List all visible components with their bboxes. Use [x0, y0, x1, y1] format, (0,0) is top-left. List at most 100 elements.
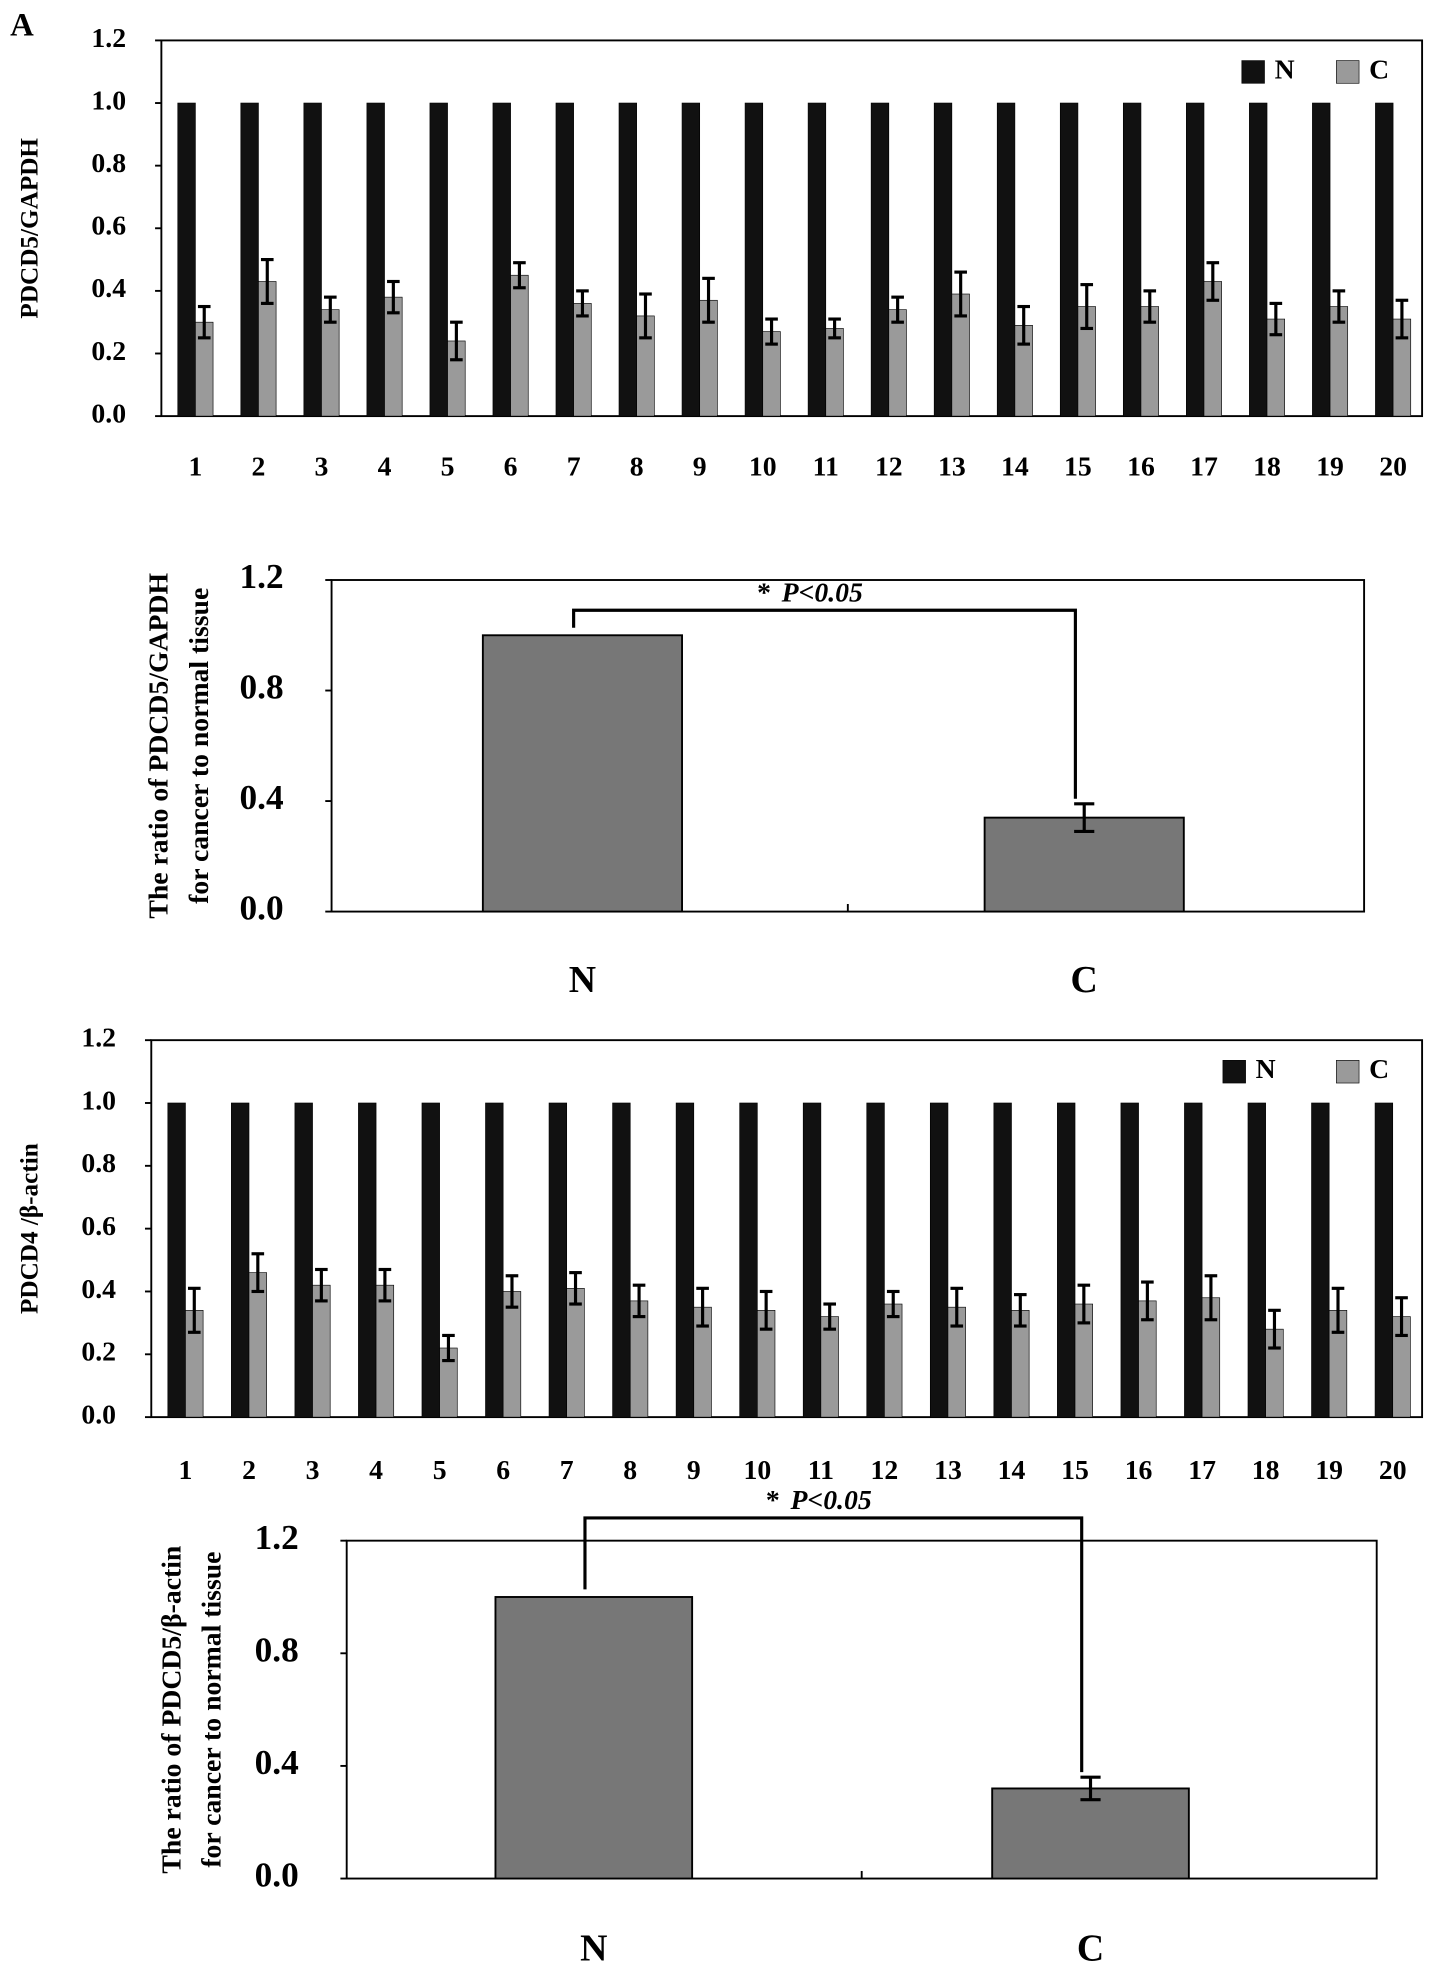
- x-tick-label: N: [580, 1927, 607, 1969]
- x-tick-label: 6: [496, 1454, 510, 1485]
- x-tick-label: 11: [808, 1454, 834, 1485]
- bar: [555, 102, 574, 417]
- error-bar: [450, 320, 463, 362]
- x-tick-label: 9: [693, 450, 707, 481]
- bar: [802, 1102, 822, 1418]
- x-tick-label: 8: [623, 1454, 637, 1485]
- bar: [375, 1284, 395, 1418]
- y-axis-label: for cancer to normal tissue: [196, 1552, 227, 1868]
- y-tick-label: 1.2: [81, 1022, 116, 1053]
- bar: [481, 634, 683, 913]
- error-bar: [1395, 298, 1409, 340]
- error-bar: [1204, 1274, 1218, 1322]
- y-tick-label: 0.6: [81, 1210, 116, 1241]
- x-tick-label: C: [1071, 959, 1098, 1001]
- bar: [739, 1102, 758, 1418]
- x-tick-label: 9: [687, 1454, 701, 1485]
- y-tick-label: 1.2: [255, 1518, 299, 1557]
- y-tick-label: 0.0: [255, 1856, 299, 1895]
- legend-label: N: [1275, 53, 1295, 84]
- bar: [870, 102, 890, 417]
- error-bar: [823, 1302, 836, 1331]
- y-tick-label: 0.4: [91, 272, 126, 303]
- error-bar: [251, 1252, 265, 1294]
- x-tick-label: 19: [1316, 450, 1344, 481]
- x-tick-label: 7: [560, 1454, 574, 1485]
- legend-swatch: [1336, 60, 1360, 84]
- error-bar: [1077, 1283, 1091, 1325]
- error-bar: [702, 276, 715, 324]
- y-tick-label: 0.6: [91, 210, 126, 241]
- x-tick-label: 18: [1253, 450, 1281, 481]
- annotation: P<0.05: [781, 576, 863, 607]
- error-bar: [315, 1267, 328, 1303]
- y-tick-label: 1.2: [240, 557, 284, 596]
- x-tick-label: 3: [315, 450, 329, 481]
- x-tick-label: 20: [1379, 1454, 1407, 1485]
- y-tick-label: 0.8: [240, 668, 284, 707]
- x-tick-label: 6: [504, 450, 518, 481]
- y-tick-label: 0.4: [240, 778, 284, 817]
- y-tick-label: 0.4: [255, 1743, 299, 1782]
- x-tick-label: 11: [813, 450, 839, 481]
- x-tick-label: 12: [875, 450, 903, 481]
- legend-swatch: [1222, 1060, 1246, 1084]
- bar: [1122, 102, 1142, 417]
- x-tick-label: 17: [1188, 1454, 1216, 1485]
- bar: [1311, 1102, 1330, 1418]
- error-bar: [954, 270, 967, 318]
- plot-frame: [160, 39, 1424, 418]
- bar: [566, 1288, 585, 1418]
- bar: [884, 1303, 903, 1418]
- bar: [807, 102, 827, 417]
- bar: [240, 102, 259, 417]
- y-axis-label: The ratio of PDCD5/β-actin: [155, 1546, 186, 1874]
- x-tick-label: 16: [1127, 450, 1155, 481]
- y-tick-label: 0.8: [255, 1630, 299, 1669]
- x-tick-label: 8: [630, 450, 644, 481]
- error-bar: [759, 1289, 773, 1331]
- bar: [1120, 1102, 1139, 1418]
- error-bar: [1080, 1775, 1101, 1802]
- error-bar: [950, 1286, 964, 1328]
- error-bar: [513, 261, 526, 290]
- error-bar: [1141, 1280, 1154, 1322]
- error-bar: [187, 1286, 201, 1334]
- bar: [303, 102, 322, 417]
- x-tick-label: 7: [567, 450, 581, 481]
- error-bar: [505, 1274, 519, 1309]
- bar: [820, 1316, 839, 1418]
- error-bar: [1143, 289, 1157, 324]
- annotation: P<0.05: [789, 1484, 871, 1515]
- bar: [681, 102, 701, 417]
- bar: [248, 1272, 267, 1418]
- error-bar: [576, 289, 589, 318]
- y-tick-label: 0.2: [81, 1336, 116, 1367]
- y-axis-label: PDCD5/GAPDH: [16, 138, 43, 319]
- bar: [1375, 102, 1394, 417]
- bar: [167, 1102, 186, 1418]
- y-tick-label: 0.8: [91, 147, 126, 178]
- error-bar: [260, 257, 274, 305]
- error-bar: [324, 295, 337, 324]
- error-bar: [1206, 261, 1220, 302]
- bar: [1059, 102, 1079, 417]
- error-bar: [1331, 1286, 1345, 1334]
- y-tick-label: 1.0: [81, 1084, 116, 1115]
- error-bar: [442, 1333, 455, 1363]
- bar: [1249, 102, 1268, 417]
- bar: [494, 1596, 694, 1880]
- x-tick-label: 4: [378, 450, 392, 481]
- bar: [825, 328, 844, 417]
- error-bar: [828, 317, 841, 340]
- bar: [933, 102, 953, 417]
- bar: [1247, 1102, 1266, 1418]
- x-tick-label: 3: [306, 1454, 320, 1485]
- error-bar: [886, 1289, 900, 1319]
- plot-frame: [150, 1039, 1424, 1419]
- bar: [1186, 102, 1205, 417]
- bar: [629, 1300, 649, 1418]
- error-bar: [765, 317, 778, 346]
- significance-bracket: [572, 608, 1077, 799]
